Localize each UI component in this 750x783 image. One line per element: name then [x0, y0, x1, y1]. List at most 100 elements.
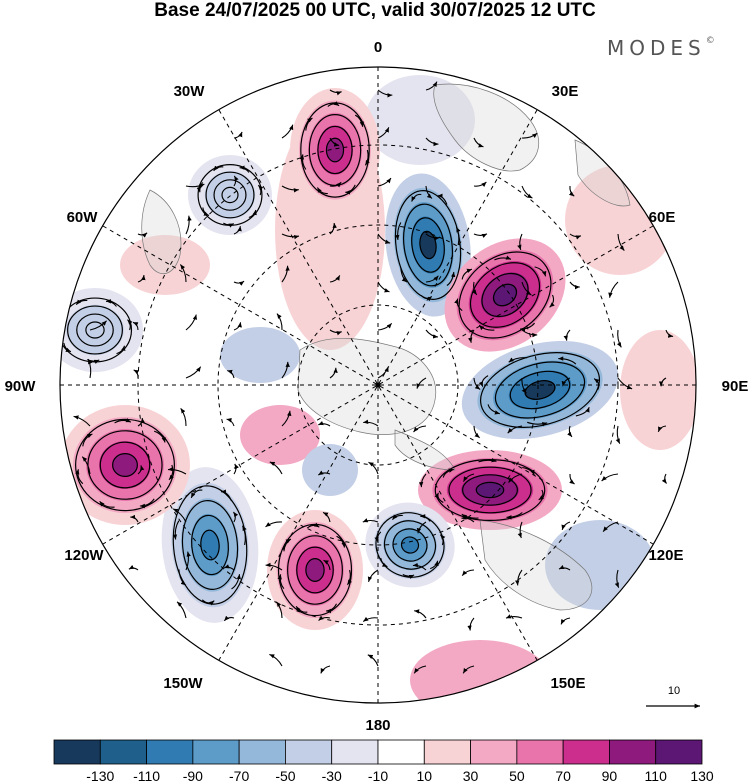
wind-vector: [213, 165, 224, 172]
contour-ring: [85, 321, 105, 339]
wind-vector: [327, 101, 340, 107]
wind-vector: [283, 538, 292, 552]
wind-vector: [185, 314, 198, 331]
anomaly-background-patch: [410, 640, 550, 703]
wind-vector: [185, 183, 205, 189]
colorbar-swatch: [423, 739, 471, 765]
wind-vector: [202, 207, 210, 217]
wind-vector: [281, 233, 300, 240]
wind-vector: [60, 316, 65, 328]
lon-label-120e: 120E: [648, 547, 683, 564]
contour-ring: [99, 441, 151, 489]
wind-vector: [391, 514, 403, 520]
wind-vector: [81, 456, 91, 475]
wind-vector: [178, 569, 187, 586]
wind-vector: [527, 421, 548, 427]
wind-vector: [233, 131, 243, 139]
wind-vector: [478, 375, 489, 387]
wind-vector: [413, 425, 427, 433]
anomaly-cell-neg-145w: [200, 529, 220, 561]
wind-vector: [265, 562, 283, 571]
contour-ring: [181, 500, 239, 590]
wind-vector: [377, 323, 393, 331]
anomaly-background-patch: [620, 330, 696, 450]
wind-vector: [323, 559, 331, 571]
wind-vector: [114, 418, 132, 424]
wind-vector: [561, 521, 571, 531]
colorbar-swatch: [470, 739, 518, 765]
contour-ring: [469, 262, 541, 328]
brand-text: MODES: [607, 36, 706, 60]
anomaly-background-patch: [302, 444, 358, 496]
wind-vector: [558, 356, 577, 365]
wind-vector: [473, 181, 487, 187]
contour-ring: [296, 546, 334, 594]
contour-ring: [305, 557, 325, 582]
wind-vector: [521, 185, 533, 199]
wind-vector: [137, 465, 145, 475]
wind-vector: [367, 654, 379, 667]
wind-vector: [377, 366, 389, 379]
wind-vector: [657, 425, 667, 433]
wind-vector: [281, 124, 294, 139]
wind-vector: [455, 226, 461, 246]
wind-vector: [269, 461, 283, 475]
contour-ring: [400, 536, 420, 554]
wind-vector: [336, 535, 346, 548]
lon-label-180: 180: [365, 717, 390, 734]
wind-vector: [318, 615, 331, 621]
wind-vectors: [60, 81, 674, 674]
contour-ring: [475, 481, 505, 499]
wind-vector: [461, 515, 475, 523]
lon-label-60w: 60W: [67, 209, 99, 226]
wind-vector: [418, 473, 427, 488]
land-outlines: [141, 83, 631, 611]
contour-ring: [394, 190, 462, 300]
wind-vector: [478, 324, 495, 331]
colorbar-swatch: [609, 739, 657, 765]
wind-vector: [105, 299, 117, 307]
reference-vector-label: 10: [668, 685, 680, 697]
wind-vector: [265, 521, 283, 528]
wind-vector: [239, 165, 250, 173]
wind-vector: [412, 562, 427, 571]
colorbar-swatch: [655, 739, 703, 765]
colorbar-swatch: [377, 739, 425, 765]
contour-ring: [448, 466, 532, 514]
contour-ring: [434, 459, 546, 522]
anomaly-cell-neg-160e: [401, 536, 419, 554]
wind-vector: [593, 378, 600, 391]
wind-vector: [377, 127, 390, 139]
colorbar-tick-label: -90: [183, 768, 203, 783]
wind-vector: [602, 521, 619, 532]
wind-vector: [242, 525, 247, 546]
wind-vector: [471, 281, 478, 296]
lon-label-30e: 30E: [552, 83, 579, 100]
colorbar-swatch: [562, 739, 610, 765]
wind-vector: [377, 89, 393, 98]
contour-ring: [392, 528, 428, 562]
wind-vector: [127, 319, 133, 331]
wind-vector: [538, 489, 545, 501]
lon-label-90w: 90W: [5, 378, 37, 395]
wind-vector: [377, 177, 392, 187]
wind-vector: [116, 345, 126, 355]
wind-vector: [462, 473, 475, 482]
wind-vector: [233, 226, 242, 235]
colorbar-tick-label: -130: [86, 768, 114, 783]
wind-vector: [320, 665, 331, 674]
wind-vector: [180, 407, 187, 427]
wind-vector: [425, 329, 439, 339]
wind-vector: [185, 215, 192, 235]
lon-label-60e: 60E: [649, 209, 676, 226]
wind-vector: [420, 514, 431, 522]
contour-ring: [481, 272, 529, 318]
wind-vector: [473, 233, 488, 238]
wind-vector: [276, 313, 283, 331]
wind-vector: [299, 154, 307, 170]
wind-vector: [413, 665, 427, 674]
colorbar-swatch: [516, 739, 564, 765]
wind-vector: [567, 425, 573, 438]
wind-vector: [233, 175, 239, 187]
